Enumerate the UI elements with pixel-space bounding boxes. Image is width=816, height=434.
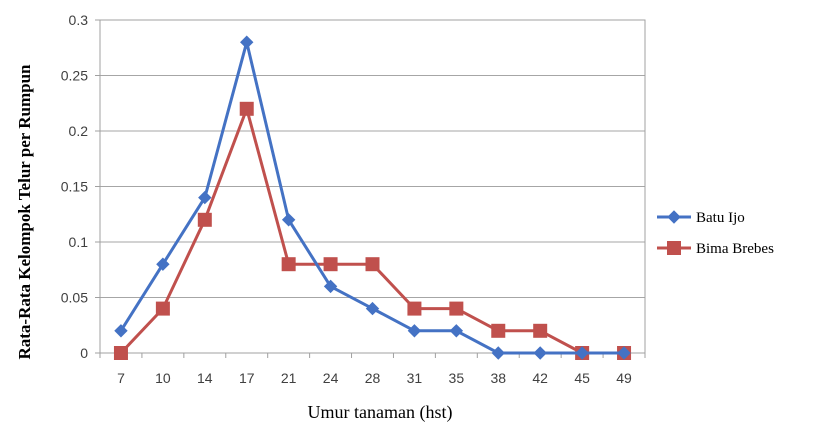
data-point xyxy=(449,324,464,338)
data-point xyxy=(617,346,631,360)
data-point xyxy=(198,190,212,205)
series-bima-brebes xyxy=(113,101,632,360)
data-point xyxy=(575,346,589,360)
data-point xyxy=(533,323,548,338)
data-point xyxy=(533,346,547,360)
data-point xyxy=(114,324,128,338)
data-point xyxy=(113,346,128,360)
data-point xyxy=(240,35,254,49)
data-point xyxy=(155,301,170,316)
data-point xyxy=(239,101,254,116)
legend-marker xyxy=(667,210,681,224)
x-tick-label: 35 xyxy=(449,370,465,386)
legend-item-batu-ijo: Batu Ijo xyxy=(657,210,745,226)
y-tick-label: 0.3 xyxy=(69,12,89,28)
data-point xyxy=(491,346,505,360)
x-tick-label: 10 xyxy=(155,370,171,386)
x-tick-label: 28 xyxy=(365,370,381,386)
data-point xyxy=(407,324,422,338)
x-tick-label: 49 xyxy=(616,370,632,386)
data-point xyxy=(156,257,170,271)
series-batu-ijo xyxy=(114,35,631,360)
y-tick-label: 0.2 xyxy=(69,123,89,139)
y-tick-label: 0.15 xyxy=(61,179,88,195)
data-point xyxy=(365,257,380,272)
legend-marker xyxy=(667,241,681,255)
y-axis-ticks: 0 0.05 0.1 0.15 0.2 0.25 0.3 xyxy=(61,12,100,361)
y-tick-label: 0.1 xyxy=(69,234,89,250)
data-point xyxy=(197,212,212,227)
data-point xyxy=(323,257,338,272)
y-tick-label: 0 xyxy=(80,345,88,361)
x-tick-label: 17 xyxy=(239,370,255,386)
x-tick-label: 7 xyxy=(117,370,125,386)
y-tick-label: 0.05 xyxy=(61,290,88,306)
legend-label: Batu Ijo xyxy=(696,210,745,226)
data-point xyxy=(491,323,506,338)
x-tick-label: 45 xyxy=(574,370,590,386)
x-axis-ticks: 7 10 14 17 21 24 28 31 35 38 42 45 49 xyxy=(99,353,646,386)
x-tick-label: 24 xyxy=(323,370,339,386)
x-tick-label: 14 xyxy=(197,370,213,386)
series xyxy=(113,35,632,360)
x-tick-label: 42 xyxy=(532,370,548,386)
y-axis-title: Rata-Rata Kelompok Telur per Rumpun xyxy=(15,64,34,360)
data-point xyxy=(281,257,296,272)
data-point xyxy=(407,301,422,316)
data-point xyxy=(449,301,464,316)
legend-label: Bima Brebes xyxy=(696,241,774,257)
x-axis-title: Umur tanaman (hst) xyxy=(308,402,453,423)
data-point xyxy=(323,279,338,294)
x-tick-label: 31 xyxy=(407,370,423,386)
y-tick-label: 0.25 xyxy=(61,68,88,84)
data-point xyxy=(281,213,296,227)
data-point xyxy=(365,301,380,316)
legend-item-bima-brebes: Bima Brebes xyxy=(657,241,774,257)
legend: Batu Ijo Bima Brebes xyxy=(657,210,774,257)
x-tick-label: 21 xyxy=(281,370,297,386)
x-tick-label: 38 xyxy=(490,370,506,386)
